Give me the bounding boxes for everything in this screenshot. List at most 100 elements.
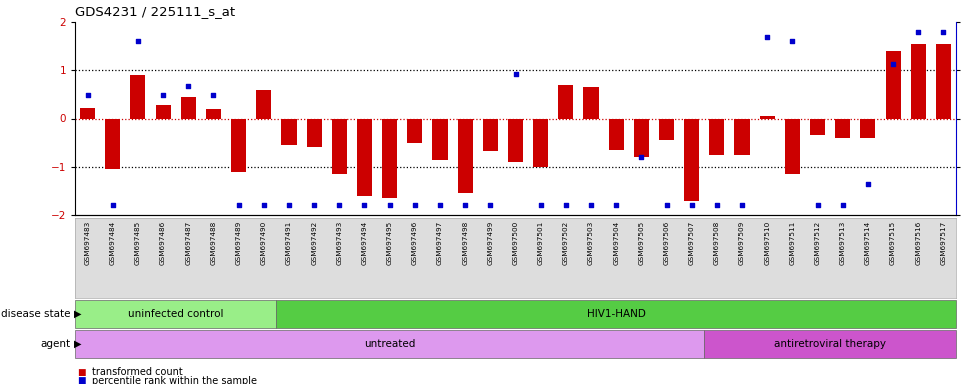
Text: GSM697493: GSM697493	[336, 220, 342, 265]
Bar	[508, 119, 523, 162]
Text: GSM697515: GSM697515	[890, 220, 896, 265]
Point	[407, 202, 422, 209]
Text: antiretroviral therapy: antiretroviral therapy	[774, 339, 886, 349]
Text: GSM697485: GSM697485	[135, 220, 141, 265]
Text: GSM697492: GSM697492	[311, 220, 317, 265]
Text: GSM697498: GSM697498	[462, 220, 469, 265]
Bar	[533, 119, 549, 167]
Point	[156, 92, 171, 98]
Bar	[734, 119, 750, 155]
Text: ■: ■	[77, 367, 85, 376]
Bar	[356, 119, 372, 196]
Text: GSM697483: GSM697483	[85, 220, 91, 265]
Text: percentile rank within the sample: percentile rank within the sample	[93, 376, 257, 384]
Text: GSM697516: GSM697516	[915, 220, 922, 265]
Point	[533, 202, 549, 209]
Text: GSM697484: GSM697484	[110, 220, 116, 265]
Bar	[80, 108, 95, 119]
Bar	[306, 119, 322, 147]
Text: GSM697509: GSM697509	[739, 220, 745, 265]
Point	[130, 38, 146, 45]
Text: agent: agent	[40, 339, 71, 349]
Text: GSM697510: GSM697510	[764, 220, 770, 265]
Bar	[408, 119, 422, 142]
Bar	[231, 119, 246, 172]
Text: GSM697501: GSM697501	[538, 220, 544, 265]
Bar	[331, 119, 347, 174]
Bar	[181, 97, 196, 119]
Bar	[105, 119, 121, 169]
Point	[734, 202, 750, 209]
Bar	[810, 119, 825, 136]
Point	[206, 92, 221, 98]
Text: disease state: disease state	[1, 309, 71, 319]
Text: ▶: ▶	[74, 309, 81, 319]
Point	[256, 202, 271, 209]
Point	[684, 202, 699, 209]
Bar	[156, 106, 171, 119]
Text: GSM697511: GSM697511	[789, 220, 795, 265]
Bar	[256, 89, 271, 119]
Text: GSM697490: GSM697490	[261, 220, 267, 265]
Bar	[383, 119, 397, 198]
Point	[306, 202, 322, 209]
Text: GSM697486: GSM697486	[160, 220, 166, 265]
Bar	[759, 116, 775, 119]
Text: untreated: untreated	[364, 339, 415, 349]
Text: GSM697494: GSM697494	[361, 220, 367, 265]
Text: GSM697504: GSM697504	[613, 220, 619, 265]
Bar	[784, 119, 800, 174]
Point	[432, 202, 447, 209]
Point	[860, 181, 875, 187]
Point	[458, 202, 473, 209]
Text: ■: ■	[77, 376, 85, 384]
Point	[784, 38, 800, 45]
Bar	[684, 119, 699, 200]
Bar	[704, 330, 956, 358]
Point	[659, 202, 674, 209]
Text: HIV1-HAND: HIV1-HAND	[586, 309, 645, 319]
Point	[583, 202, 599, 209]
Point	[609, 202, 624, 209]
Bar	[281, 119, 297, 145]
Point	[382, 202, 397, 209]
Text: GSM697512: GSM697512	[814, 220, 820, 265]
Point	[80, 92, 96, 98]
Text: GSM697503: GSM697503	[588, 220, 594, 265]
Point	[709, 202, 724, 209]
Point	[558, 202, 574, 209]
Point	[886, 61, 901, 68]
Bar	[634, 119, 649, 157]
Text: GSM697495: GSM697495	[386, 220, 392, 265]
Point	[281, 202, 297, 209]
Text: GSM697491: GSM697491	[286, 220, 292, 265]
Point	[356, 202, 372, 209]
Point	[936, 28, 952, 35]
Bar	[609, 119, 624, 150]
Bar	[583, 87, 599, 119]
Text: GSM697513: GSM697513	[839, 220, 845, 265]
Text: GSM697505: GSM697505	[639, 220, 644, 265]
Point	[911, 28, 926, 35]
Point	[508, 71, 524, 77]
Point	[105, 202, 121, 209]
Bar	[836, 119, 850, 138]
Text: GSM697506: GSM697506	[664, 220, 669, 265]
Bar	[886, 51, 900, 119]
Point	[231, 202, 246, 209]
Text: uninfected control: uninfected control	[128, 309, 223, 319]
Bar	[861, 119, 875, 138]
Text: GSM697496: GSM697496	[412, 220, 418, 265]
Text: GSM697488: GSM697488	[211, 220, 216, 265]
Point	[759, 35, 775, 41]
Point	[810, 202, 825, 209]
Bar	[709, 119, 724, 155]
Text: GDS4231 / 225111_s_at: GDS4231 / 225111_s_at	[75, 5, 235, 18]
Text: GSM697502: GSM697502	[563, 220, 569, 265]
Text: ▶: ▶	[74, 339, 81, 349]
Text: GSM697487: GSM697487	[185, 220, 191, 265]
Text: transformed count: transformed count	[93, 367, 184, 377]
Bar	[659, 119, 674, 140]
Bar	[75, 300, 276, 328]
Point	[634, 154, 649, 160]
